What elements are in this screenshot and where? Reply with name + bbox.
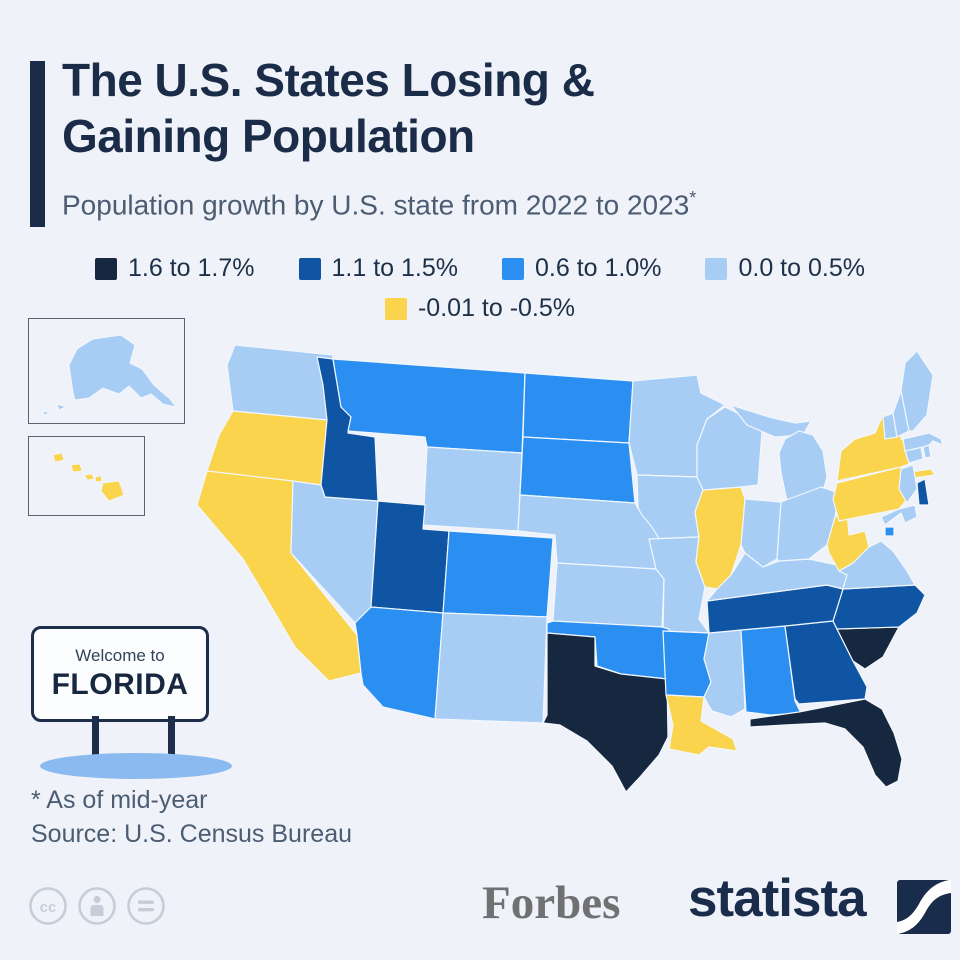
legend-swatch: [298, 257, 321, 280]
alaska-inset-box: [28, 318, 185, 424]
state-hi: [52, 452, 65, 463]
legend-label: 1.6 to 1.7%: [128, 254, 255, 282]
footnote: * As of mid-year Source: U.S. Census Bur…: [31, 784, 352, 852]
page-subtitle: Population growth by U.S. state from 202…: [62, 188, 697, 221]
state-fl: [749, 698, 903, 788]
hawaii-inset-box: [28, 436, 145, 516]
state-az: [354, 606, 444, 720]
legend-item: 1.1 to 1.5%: [298, 254, 458, 283]
state-ky: [706, 552, 848, 602]
legend-label: 0.6 to 1.0%: [535, 254, 662, 282]
legend-swatch: [502, 257, 524, 280]
state-ak: [68, 334, 178, 408]
state-hi: [84, 473, 95, 481]
florida-sign-post-left: [92, 716, 99, 774]
subtitle-asterisk: *: [689, 188, 697, 208]
state-sd: [519, 436, 636, 504]
legend-item: 0.0 to 0.5%: [705, 254, 865, 283]
statista-logo-mark: [897, 880, 951, 934]
state-mi: [730, 404, 812, 438]
state-la: [665, 694, 738, 756]
state-md: [880, 504, 918, 526]
equals-icon: [127, 887, 165, 925]
legend-swatch: [95, 257, 118, 280]
statista-logo-text: statista: [688, 869, 867, 928]
state-hi: [100, 480, 125, 502]
state-nj: [898, 464, 918, 504]
legend-row-1: 1.6 to 1.7% 1.1 to 1.5% 0.6 to 1.0% 0.0 to …: [0, 254, 960, 283]
state-tx: [542, 632, 669, 793]
state-ms: [703, 629, 746, 718]
us-choropleth-map: [196, 344, 944, 793]
state-me: [900, 350, 934, 432]
state-wy: [422, 446, 523, 532]
florida-welcome-sign: Welcome to FLORIDA: [31, 626, 209, 722]
florida-sign-post-right: [168, 716, 175, 774]
page-title-line1: The U.S. States Losing &: [62, 54, 595, 106]
footnote-line2: Source: U.S. Census Bureau: [31, 819, 352, 848]
state-nd: [522, 372, 634, 444]
legend-label: -0.01 to -0.5%: [417, 294, 576, 322]
page-title-line2: Gaining Population: [62, 110, 475, 163]
state-de: [916, 478, 930, 506]
footnote-line1: * As of mid-year: [31, 786, 208, 814]
state-il: [694, 486, 746, 590]
legend-swatch: [384, 297, 407, 320]
state-ma: [902, 432, 944, 452]
state-dc: [884, 526, 895, 537]
state-hi: [94, 475, 103, 483]
legend-item: 0.6 to 1.0%: [502, 254, 661, 283]
legend-swatch: [705, 257, 728, 280]
license-icons: cc: [28, 886, 166, 926]
florida-sign-shadow: [40, 753, 232, 779]
state-ks: [552, 562, 665, 628]
state-co: [442, 530, 554, 618]
legend-label: 1.1 to 1.5%: [331, 254, 458, 282]
page-title: The U.S. States Losing & Gaining Populat…: [62, 52, 595, 164]
state-nm: [434, 612, 548, 724]
state-va: [838, 540, 916, 590]
cc-icon: cc: [29, 887, 67, 925]
forbes-logo: Forbes: [482, 877, 621, 929]
legend-item: -0.01 to -0.5%: [384, 294, 576, 323]
state-wa: [226, 344, 334, 421]
state-ak: [56, 403, 68, 411]
alaska-map: [42, 334, 178, 416]
title-accent-bar: [30, 61, 45, 227]
attribution-person-icon: [78, 887, 116, 925]
state-wi: [696, 406, 763, 491]
florida-sign-line2: FLORIDA: [51, 668, 189, 701]
florida-sign-line1: Welcome to: [75, 646, 165, 665]
legend-row-2: -0.01 to -0.5%: [0, 294, 960, 323]
state-hi: [70, 463, 83, 473]
hawaii-map: [52, 452, 125, 502]
svg-text:cc: cc: [40, 899, 57, 916]
state-ar: [662, 630, 712, 698]
state-ak: [42, 410, 52, 416]
legend-item: 1.6 to 1.7%: [95, 254, 255, 283]
legend-label: 0.0 to 0.5%: [738, 254, 865, 282]
state-nc: [832, 584, 926, 630]
